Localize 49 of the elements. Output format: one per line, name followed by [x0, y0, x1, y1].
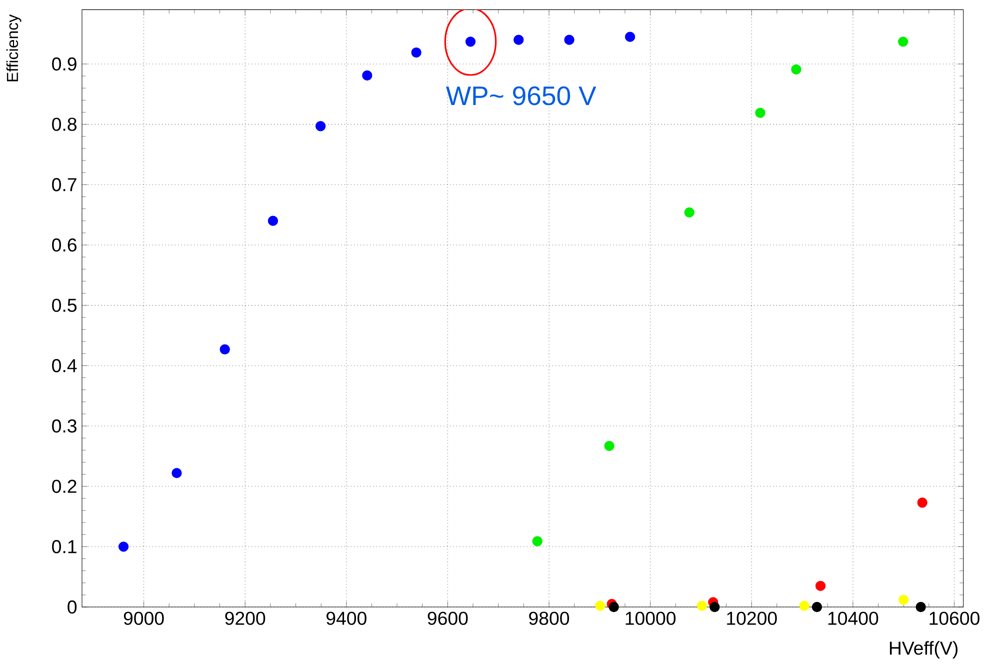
- y-tick-label: 0.8: [52, 118, 76, 131]
- point: [316, 121, 326, 132]
- y-tick-label: 0.5: [52, 298, 77, 312]
- point: [684, 207, 694, 218]
- x-tick-label: 9000: [124, 612, 164, 625]
- point: [624, 32, 636, 42]
- x-tick-label: 9200: [225, 612, 266, 625]
- x-tick-label: 10600: [930, 612, 980, 625]
- point: [812, 602, 822, 612]
- y-tick-label: 0.7: [52, 178, 76, 192]
- point: [917, 498, 928, 508]
- point: [220, 344, 230, 354]
- point: [595, 600, 606, 611]
- y-tick-label: 0: [68, 600, 77, 614]
- y-tick-label: 0.6: [52, 238, 76, 252]
- y-axis-title: Efficiency: [6, 14, 22, 82]
- y-tick-label: 0.4: [52, 359, 77, 372]
- point: [465, 36, 476, 47]
- x-tick-label: 9800: [529, 612, 570, 625]
- point: [815, 580, 826, 591]
- point: [411, 47, 422, 58]
- point: [710, 602, 720, 612]
- x-tick-label: 10000: [626, 612, 676, 625]
- y-tick-label: 0.1: [52, 540, 76, 554]
- point: [608, 602, 619, 612]
- y-tick-label: 0.3: [52, 419, 76, 433]
- point: [172, 468, 182, 478]
- point: [514, 34, 524, 45]
- point: [898, 594, 909, 605]
- annotation: WP~ 9650 V: [446, 86, 596, 106]
- point: [532, 536, 542, 546]
- point: [268, 216, 278, 226]
- point: [916, 602, 926, 612]
- point: [118, 542, 129, 552]
- x-tick-label: 9400: [326, 612, 366, 625]
- point: [799, 600, 810, 611]
- point: [898, 36, 908, 47]
- x-tick-label: 10400: [828, 612, 878, 625]
- y-tick-label: 0.2: [52, 480, 76, 493]
- y-tick-label: 0.9: [52, 57, 76, 71]
- point: [362, 70, 372, 81]
- x-tick-label: 10200: [727, 612, 777, 625]
- point: [755, 108, 766, 118]
- x-axis-title: HVeff(V): [890, 641, 958, 658]
- point: [696, 600, 708, 611]
- x-tick-label: 9600: [428, 612, 468, 625]
- point: [564, 34, 574, 45]
- point: [791, 64, 802, 74]
- point: [604, 440, 614, 451]
